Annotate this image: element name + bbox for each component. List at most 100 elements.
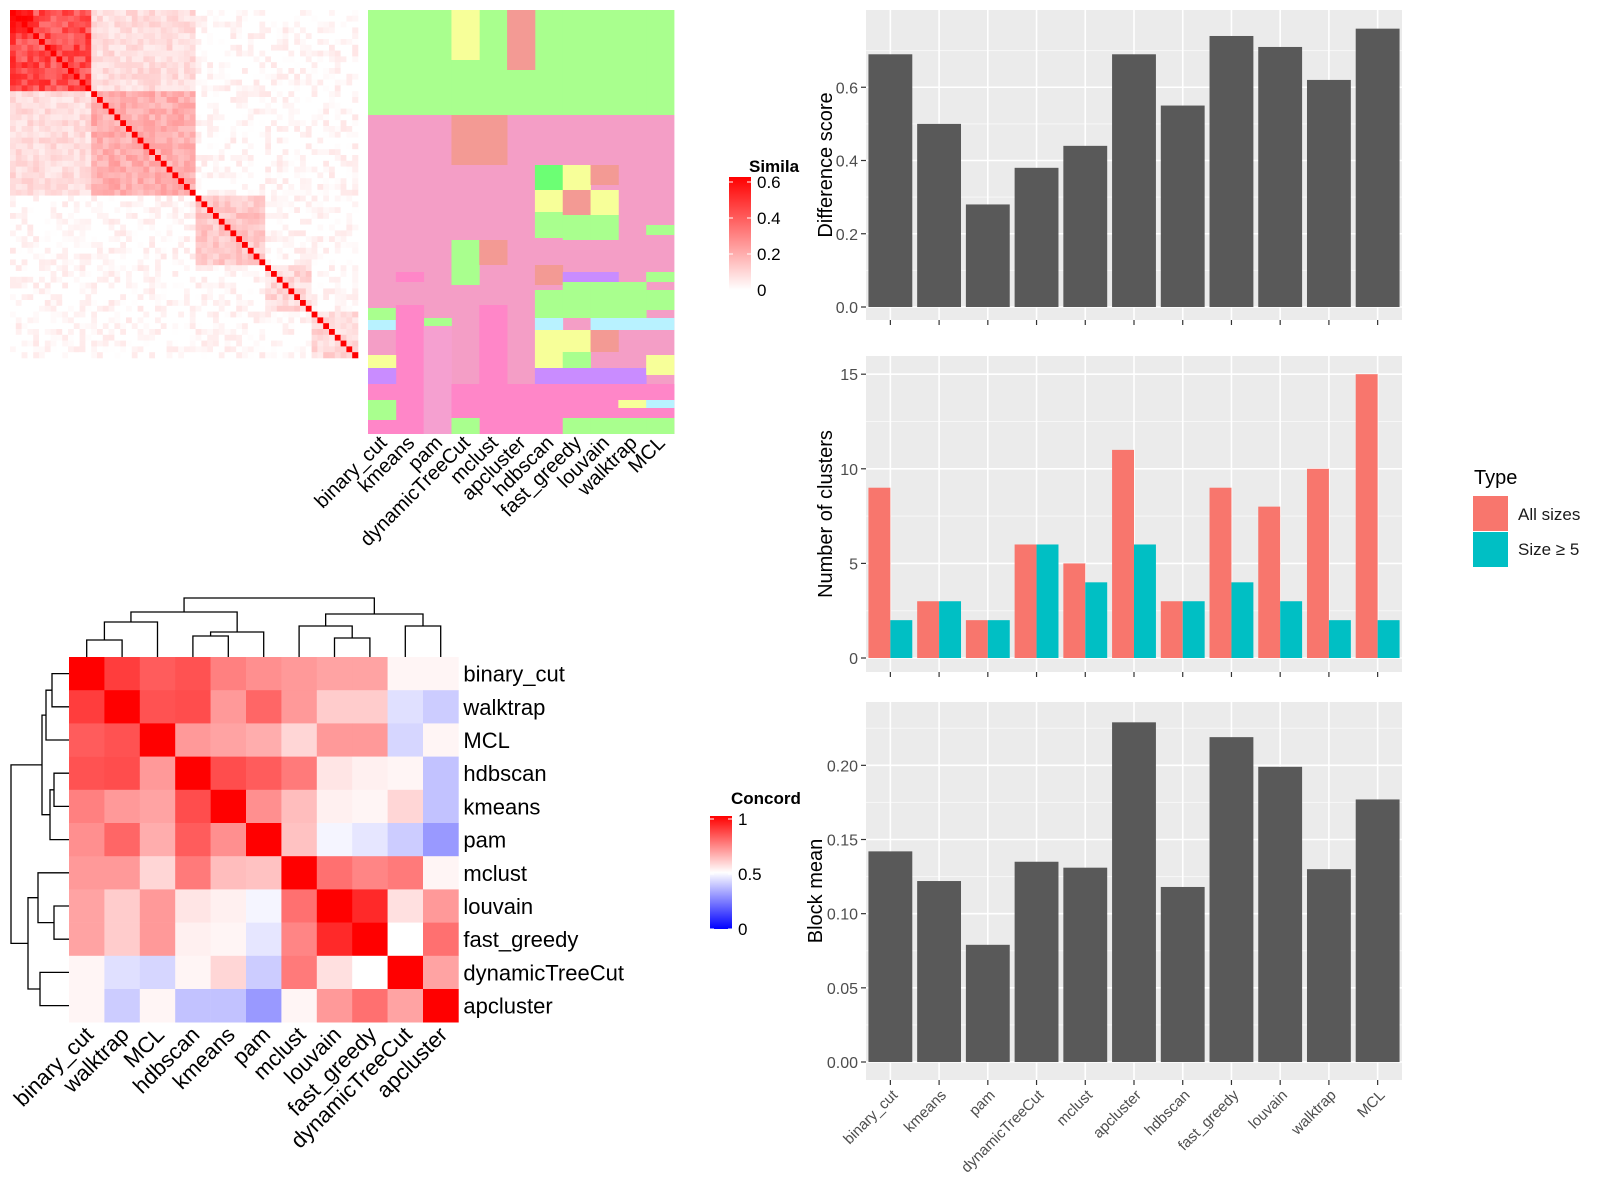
sim-cell [108, 166, 115, 173]
sim-cell [352, 120, 359, 127]
sim-cell [50, 10, 57, 17]
sim-cell [108, 15, 115, 22]
sim-cell [334, 149, 341, 156]
sim-cell [271, 317, 278, 324]
sim-cell [201, 242, 208, 249]
sim-cell [207, 242, 214, 249]
sim-cell [271, 126, 278, 133]
sim-cell [184, 114, 191, 121]
sim-cell [10, 39, 17, 46]
sim-cell [102, 271, 109, 278]
concordance-cell [139, 756, 176, 791]
sim-cell [213, 10, 220, 17]
sim-cell [189, 311, 196, 318]
sim-cell [97, 56, 104, 63]
sim-cell [323, 300, 330, 307]
sim-cell [56, 178, 63, 185]
bar-all-sizes [868, 487, 891, 658]
sim-cell [201, 276, 208, 283]
sim-cell [131, 102, 138, 109]
bar [1306, 869, 1351, 1062]
sim-cell [73, 218, 80, 225]
sim-cell [317, 230, 324, 237]
sim-cell [120, 137, 127, 144]
sim-cell [265, 137, 272, 144]
sim-cell [311, 334, 318, 341]
sim-cell [149, 253, 156, 260]
sim-cell [149, 143, 156, 150]
sim-cell [15, 56, 22, 63]
sim-cell [224, 242, 231, 249]
sim-cell [334, 120, 341, 127]
sim-cell [62, 108, 69, 115]
sim-cell [15, 178, 22, 185]
bar-all-sizes [1063, 563, 1086, 658]
sim-cell [259, 352, 266, 359]
sim-cell [346, 39, 353, 46]
sim-cell [50, 21, 57, 28]
sim-cell [91, 195, 98, 202]
sim-cell [79, 56, 86, 63]
sim-cell [352, 282, 359, 289]
sim-cell [271, 305, 278, 312]
sim-cell [39, 253, 46, 260]
sim-cell [27, 184, 34, 191]
sim-cell [242, 334, 249, 341]
sim-cell [305, 120, 312, 127]
sim-cell [352, 126, 359, 133]
concordance-cell [423, 922, 459, 957]
sim-cell [317, 79, 324, 86]
sim-cell [178, 282, 185, 289]
sim-cell [184, 131, 191, 138]
sim-cell [247, 114, 254, 121]
sim-cell [329, 340, 336, 347]
sim-cell [213, 131, 220, 138]
sim-cell [294, 201, 301, 208]
sim-cell [329, 56, 336, 63]
sim-cell [108, 149, 115, 156]
sim-cell [79, 207, 86, 214]
sim-cell [329, 305, 336, 312]
sim-cell [143, 73, 150, 80]
sim-cell [155, 91, 162, 98]
sim-cell [213, 137, 220, 144]
sim-cell [259, 102, 266, 109]
sim-cell [178, 207, 185, 214]
sim-cell [305, 276, 312, 283]
sim-cell [195, 172, 202, 179]
sim-cell [108, 44, 115, 51]
sim-cell [50, 160, 57, 167]
sim-cell [305, 224, 312, 231]
sim-cell [50, 340, 57, 347]
sim-cell [224, 346, 231, 353]
sim-cell [172, 218, 179, 225]
sim-cell [346, 79, 353, 86]
sim-cell [114, 73, 121, 80]
sim-cell [294, 346, 301, 353]
sim-cell [352, 259, 359, 266]
sim-cell [236, 143, 243, 150]
sim-cell [33, 224, 40, 231]
sim-cell [242, 79, 249, 86]
sim-cell [33, 294, 40, 301]
sim-cell [352, 201, 359, 208]
sim-cell [56, 79, 63, 86]
sim-cell [288, 56, 295, 63]
sim-cell [218, 137, 225, 144]
sim-cell [329, 253, 336, 260]
sim-cell [189, 265, 196, 272]
sim-cell [131, 50, 138, 57]
sim-cell [288, 108, 295, 115]
sim-cell [323, 253, 330, 260]
sim-cell [39, 39, 46, 46]
sim-cell [15, 120, 22, 127]
sim-cell [149, 236, 156, 243]
sim-cell [120, 329, 127, 336]
sim-cell [189, 126, 196, 133]
sim-cell [27, 207, 34, 214]
sim-cell [305, 62, 312, 69]
sim-cell [352, 230, 359, 237]
sim-cell [172, 259, 179, 266]
sim-cell [230, 172, 237, 179]
sim-cell [33, 178, 40, 185]
